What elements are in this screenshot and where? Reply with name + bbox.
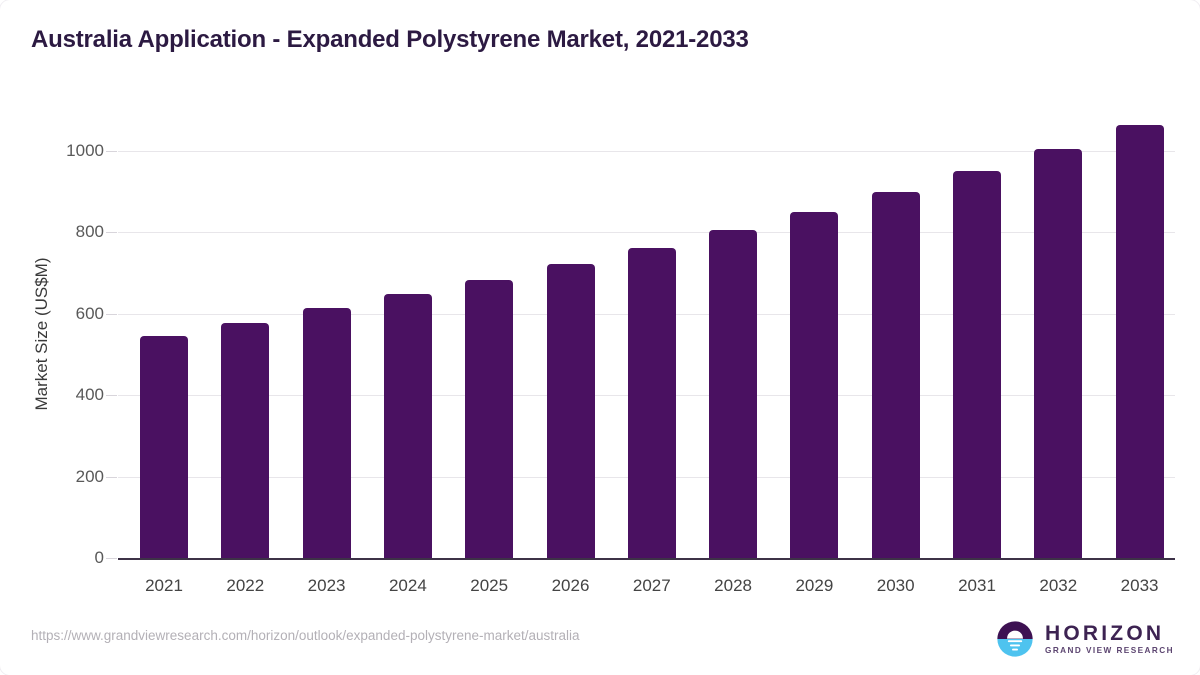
y-tick-label: 600 [75, 303, 104, 323]
y-tick-mark [106, 150, 117, 152]
x-tick-label: 2028 [714, 576, 752, 595]
page-title: Australia Application - Expanded Polysty… [31, 26, 749, 53]
logo-tagline: GRAND VIEW RESEARCH [1045, 645, 1174, 655]
plot-area: 0 200 400 600 800 1000 2021 2022 2023 2024 2025 20… [66, 110, 1175, 595]
y-tick-label: 200 [75, 466, 104, 486]
x-tick-label: 2029 [795, 576, 834, 595]
x-tick-label: 2031 [958, 576, 996, 595]
y-tick-label: 0 [94, 548, 104, 567]
bar[interactable] [1034, 149, 1083, 558]
y-tick-mark [106, 313, 117, 315]
x-tick-label: 2025 [470, 576, 509, 595]
horizon-mark-icon [997, 621, 1033, 657]
bar[interactable] [627, 247, 676, 558]
logo-wordmark: HORIZON [1045, 621, 1165, 645]
gridline [118, 232, 1175, 234]
x-tick-label: 2032 [1039, 576, 1078, 595]
y-tick-label: 800 [75, 222, 104, 242]
bar[interactable] [546, 264, 595, 558]
bar[interactable] [221, 322, 270, 558]
x-tick-label: 2030 [876, 576, 915, 595]
y-tick-mark [106, 558, 117, 559]
bar[interactable] [953, 170, 1001, 558]
x-tick-label: 2023 [307, 576, 346, 595]
x-tick-label: 2026 [551, 576, 590, 595]
bar[interactable] [871, 192, 920, 558]
x-tick-label: 2033 [1120, 576, 1159, 595]
bar[interactable] [302, 307, 351, 558]
x-tick-label: 2021 [145, 576, 183, 595]
bar[interactable] [140, 336, 188, 558]
bar[interactable] [709, 230, 758, 558]
y-axis-title-container: Market Size (US$M) [32, 110, 51, 558]
x-tick-label: 2022 [226, 576, 265, 595]
horizon-logo[interactable]: HORIZON GRAND VIEW RESEARCH [994, 618, 1174, 660]
y-axis-title: Market Size (US$M) [32, 257, 51, 411]
y-tick-mark [106, 232, 117, 234]
bar[interactable] [383, 294, 432, 558]
x-tick-label: 2024 [388, 576, 427, 595]
x-tick-label: 2027 [632, 576, 671, 595]
x-axis-line [118, 558, 1175, 560]
y-tick-mark [106, 395, 117, 397]
bar[interactable] [465, 279, 514, 558]
bar[interactable] [790, 212, 839, 558]
y-tick-mark [106, 476, 117, 478]
logo-text: HORIZON GRAND VIEW RESEARCH [1045, 623, 1174, 655]
bar[interactable] [1115, 125, 1164, 558]
y-tick-label: 1000 [66, 140, 104, 160]
source-url[interactable]: https://www.grandviewresearch.com/horizo… [31, 628, 580, 643]
gridline [118, 150, 1175, 152]
y-tick-label: 400 [75, 385, 104, 405]
